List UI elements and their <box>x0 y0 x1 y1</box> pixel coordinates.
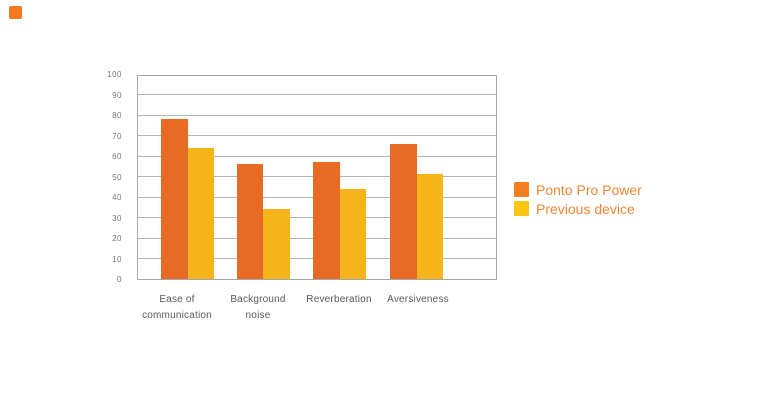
y-axis-tick-label: 70 <box>112 131 122 141</box>
gridline <box>138 135 496 136</box>
y-axis-tick-label: 100 <box>107 70 122 79</box>
x-axis-category-label: Reverberation <box>306 294 372 305</box>
bar-ponto-pro-power-1 <box>161 119 188 279</box>
y-axis-tick-label: 80 <box>112 111 122 120</box>
gridline <box>138 155 496 157</box>
plot-area <box>137 75 497 280</box>
bar-previous-device-1 <box>187 147 214 279</box>
brand-square-mark <box>9 6 22 19</box>
x-axis-category-label: Aversiveness <box>387 294 449 305</box>
y-axis-tick-label: 90 <box>112 90 122 100</box>
y-axis-tick-label: 60 <box>112 152 122 161</box>
bar-ponto-pro-power-2 <box>236 164 263 279</box>
legend-item: Previous device <box>514 199 642 218</box>
bar-ponto-pro-power-4 <box>390 143 417 279</box>
y-axis-tick-label: 0 <box>117 275 122 284</box>
legend: Ponto Pro Power Previous device <box>514 180 642 218</box>
y-axis-tick-label: 40 <box>112 193 122 202</box>
y-axis-tick-label: 20 <box>112 234 122 243</box>
legend-label: Ponto Pro Power <box>536 181 642 198</box>
x-axis-category-label: Background noise <box>230 294 286 321</box>
bar-previous-device-2 <box>263 209 290 279</box>
gridline <box>138 94 496 95</box>
y-axis-tick-label: 50 <box>112 172 122 182</box>
legend-label: Previous device <box>536 200 635 217</box>
bar-previous-device-3 <box>339 188 366 279</box>
bar-previous-device-4 <box>416 174 443 279</box>
legend-swatch <box>514 182 529 197</box>
x-axis-category-label: Ease of communication <box>142 294 212 321</box>
legend-item: Ponto Pro Power <box>514 180 642 199</box>
y-axis-tick-label: 10 <box>112 254 122 264</box>
gridline <box>138 114 496 116</box>
y-axis-tick-label: 30 <box>112 213 122 223</box>
legend-swatch <box>514 201 529 216</box>
bar-ponto-pro-power-3 <box>313 162 340 279</box>
